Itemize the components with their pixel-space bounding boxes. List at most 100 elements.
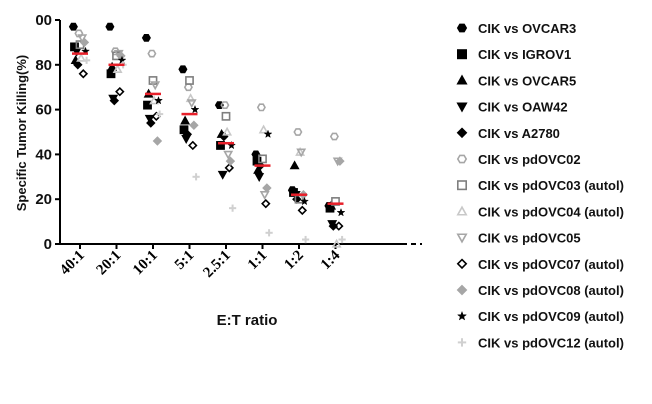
- data-point: [105, 22, 115, 31]
- legend-marker: [456, 310, 468, 321]
- marker-shape: [456, 74, 468, 85]
- data-point: [150, 81, 161, 91]
- marker-shape: [115, 86, 125, 97]
- data-point: [334, 221, 344, 231]
- marker-shape: [456, 310, 468, 321]
- x-tick-label: 1:1: [245, 248, 270, 273]
- legend-marker: [456, 74, 468, 85]
- marker-shape: [150, 81, 161, 91]
- marker-shape: [221, 111, 231, 121]
- legend-item: CIK vs pdOVC05: [456, 231, 581, 246]
- data-point: [229, 204, 237, 212]
- legend-marker: [457, 338, 467, 347]
- marker-shape: [153, 96, 164, 105]
- data-point: [83, 56, 91, 64]
- marker-shape: [329, 132, 339, 141]
- marker-shape: [214, 101, 224, 109]
- legend-label: CIK vs OVCAR3: [478, 21, 576, 36]
- data-point: [220, 101, 230, 109]
- data-point: [190, 104, 200, 114]
- x-axis-label: E:T ratio: [217, 312, 278, 329]
- data-point: [223, 150, 234, 160]
- legend-item: CIK vs pdOVC03 (autol): [456, 178, 624, 193]
- data-points: [68, 22, 346, 248]
- legend-marker: [456, 49, 467, 60]
- marker-shape: [147, 49, 157, 58]
- marker-shape: [331, 197, 340, 206]
- marker-shape: [223, 150, 234, 160]
- marker-shape: [261, 198, 271, 209]
- legend-item: CIK vs OAW42: [456, 100, 568, 115]
- legend-label: CIK vs pdOVC07 (autol): [478, 257, 624, 272]
- data-point: [289, 160, 300, 170]
- legend-marker: [456, 127, 468, 139]
- data-point: [261, 198, 271, 209]
- legend-marker: [456, 205, 468, 216]
- marker-shape: [256, 103, 266, 112]
- marker-shape: [335, 156, 345, 166]
- marker-shape: [224, 163, 235, 173]
- marker-shape: [222, 126, 233, 136]
- legend-marker: [456, 258, 468, 270]
- marker-shape: [185, 93, 196, 103]
- data-point: [258, 124, 269, 134]
- marker-shape: [76, 52, 87, 62]
- marker-shape: [183, 83, 193, 92]
- data-point: [216, 141, 225, 150]
- marker-shape: [188, 140, 198, 151]
- marker-shape: [141, 33, 151, 42]
- data-point: [254, 173, 265, 183]
- y-tick-label: 40: [35, 146, 52, 163]
- marker-shape: [456, 180, 467, 191]
- data-point: [107, 61, 118, 71]
- data-point: [192, 173, 200, 181]
- marker-shape: [456, 258, 468, 270]
- data-point: [185, 76, 194, 85]
- marker-shape: [254, 173, 265, 183]
- marker-shape: [225, 156, 236, 166]
- data-point: [329, 132, 339, 141]
- legend-label: CIK vs pdOVC02: [478, 152, 581, 167]
- data-point: [115, 86, 125, 97]
- x-tick-label: 1:4: [318, 247, 344, 273]
- marker-shape: [289, 160, 300, 170]
- marker-shape: [185, 76, 194, 85]
- y-tick-label: 80: [35, 57, 52, 74]
- marker-shape: [259, 191, 270, 200]
- legend-label: CIK vs IGROV1: [478, 47, 571, 62]
- marker-shape: [112, 64, 123, 73]
- marker-shape: [334, 221, 344, 231]
- data-point: [331, 238, 342, 248]
- marker-shape: [331, 238, 342, 248]
- x-tick-label: 5:1: [172, 248, 197, 273]
- legend-label: CIK vs OVCAR5: [478, 73, 576, 88]
- marker-shape: [456, 127, 468, 139]
- data-point: [225, 156, 236, 166]
- data-point: [263, 129, 273, 138]
- data-point: [143, 100, 152, 110]
- marker-shape: [78, 69, 89, 79]
- marker-shape: [106, 69, 116, 79]
- data-point: [152, 136, 163, 146]
- marker-shape: [180, 115, 191, 125]
- legend-label: CIK vs A2780: [478, 126, 560, 141]
- marker-shape: [74, 29, 84, 38]
- y-tick-label: 20: [35, 191, 52, 208]
- legend-item: CIK vs A2780: [456, 126, 560, 141]
- marker-shape: [68, 22, 78, 31]
- x-ticks: 40:1 20:1 10:1 5:1 2.5:1 1:1 1:2 1:4: [57, 244, 344, 281]
- marker-shape: [262, 183, 272, 193]
- data-point: [73, 60, 83, 70]
- marker-shape: [258, 124, 269, 134]
- data-point: [299, 196, 310, 206]
- marker-shape: [109, 95, 120, 106]
- marker-shape: [258, 154, 267, 164]
- data-point: [265, 229, 273, 237]
- legend-label: CIK vs pdOVC03 (autol): [478, 178, 624, 193]
- data-point: [338, 235, 346, 244]
- x-tick-label: 40:1: [57, 248, 88, 279]
- legend-marker: [456, 154, 468, 164]
- marker-shape: [456, 233, 468, 244]
